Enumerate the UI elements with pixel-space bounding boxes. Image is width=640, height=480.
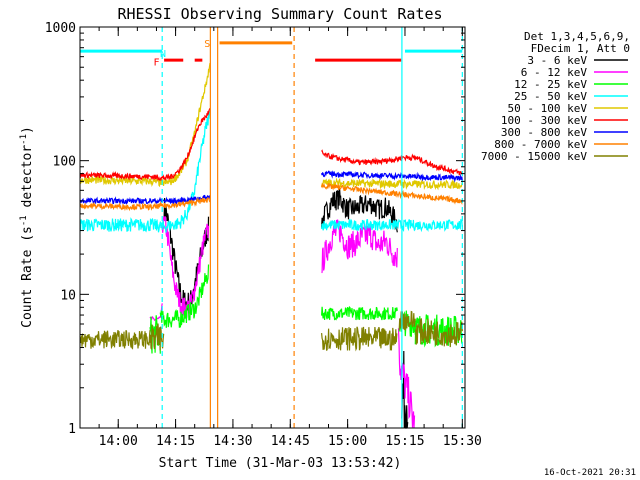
chart-title: RHESSI Observing Summary Count Rates [117,5,442,23]
legend-label: 3 - 6 keV [527,54,587,67]
legend-header: Det 1,3,4,5,6,9, [524,30,630,43]
y-tick-label: 100 [53,155,76,170]
series-line [414,318,463,348]
series-line [79,196,211,212]
y-tick-label: 1000 [45,21,76,36]
legend-label: 50 - 100 keV [508,102,588,115]
series-line [401,350,409,429]
legend-label: 6 - 12 keV [521,66,588,79]
x-axis-label: Start Time (31-Mar-03 13:53:42) [159,456,402,471]
legend-label: 300 - 800 keV [501,126,587,139]
series-line [321,188,398,233]
series-line [79,110,211,233]
flag-label: F [153,58,159,69]
x-tick-label: 14:45 [271,434,310,449]
series-line [79,330,151,350]
x-tick-label: 15:30 [443,434,482,449]
series-8 [79,310,463,352]
y-tick-label: 10 [60,288,76,303]
series-line [397,328,416,429]
series-line [79,194,211,206]
series-5 [79,107,463,182]
series-3 [79,110,463,233]
y-label-sup: -1 [19,134,29,145]
x-tick-label: 14:30 [213,434,252,449]
series-line [79,62,211,188]
series-line [159,264,210,328]
x-tick-label: 14:15 [156,434,195,449]
timestamp: 16-Oct-2021 20:31 [544,468,636,478]
series-line [321,305,398,321]
legend-label: 100 - 300 keV [501,114,587,127]
x-tick-label: 15:00 [328,434,367,449]
series-line [321,219,398,274]
series-4 [79,62,463,191]
series-6 [79,170,463,206]
y-axis-label: Count Rate (s-1 detector-1) [19,126,35,328]
y-label-part: Count Rate (s [20,226,35,328]
legend-header: FDecim 1, Att 0 [531,42,630,55]
series-line [321,182,463,206]
y-tick-label: 1 [68,422,76,437]
series-line [79,107,211,182]
series-line [321,177,463,191]
x-tick-label: 15:15 [385,434,424,449]
y-label-sup: -1 [19,215,29,226]
flag-label: S [204,39,210,50]
axes: 1 10 100 1000 14:00 14:15 14:30 14:45 15:00 15:15… [45,21,482,449]
series-7 [79,182,463,212]
series-line [321,149,463,176]
legend-label: 12 - 25 keV [514,78,587,91]
y-label-part: detector [20,145,35,216]
y-label-part: ) [20,126,35,134]
series-line [321,326,398,352]
plot-frame [79,26,466,429]
legend-label: 25 - 50 keV [514,90,587,103]
legend-label: 7000 - 15000 keV [481,150,587,163]
legend-label: 800 - 7000 keV [494,138,587,151]
legend: Det 1,3,4,5,6,9,FDecim 1, Att 03 - 6 keV… [481,30,630,163]
series-line [149,323,165,351]
flag-label: N [160,49,166,60]
series-line [321,170,463,183]
series-1 [149,216,416,429]
x-tick-label: 14:00 [99,434,138,449]
series-line [321,217,463,233]
plot-area: NF S [79,27,463,429]
